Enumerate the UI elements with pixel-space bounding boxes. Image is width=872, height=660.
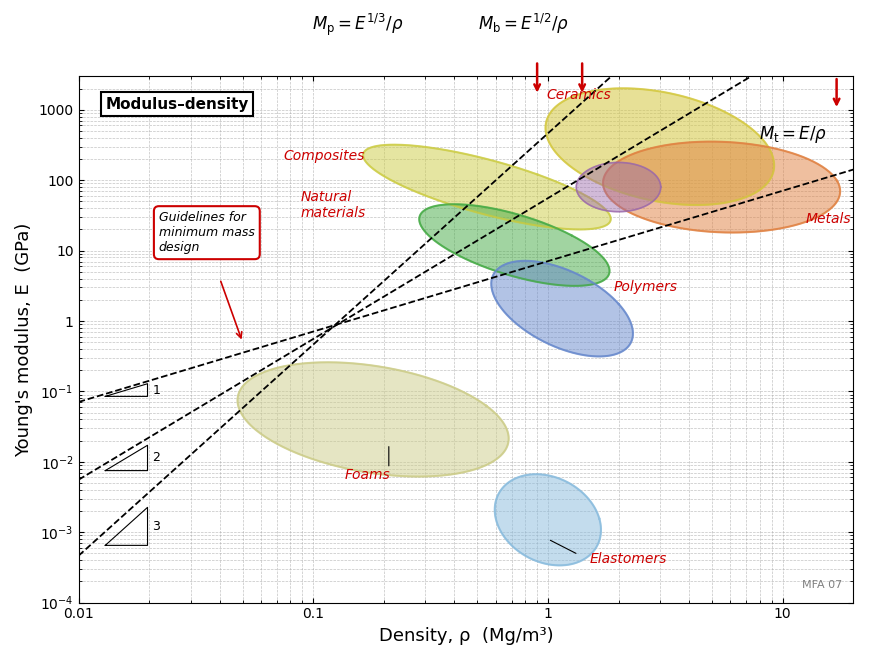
Text: $M_\mathrm{b} = E^{1/2}/\rho$: $M_\mathrm{b} = E^{1/2}/\rho$ xyxy=(478,12,569,36)
Polygon shape xyxy=(494,474,601,566)
Polygon shape xyxy=(491,261,633,356)
Text: Foams: Foams xyxy=(344,468,390,482)
Text: Polymers: Polymers xyxy=(613,280,678,294)
Text: Metals: Metals xyxy=(805,212,851,226)
Text: Ceramics: Ceramics xyxy=(546,88,610,102)
Text: $M_\mathrm{p} = E^{1/3}/\rho$: $M_\mathrm{p} = E^{1/3}/\rho$ xyxy=(311,11,404,38)
Text: Composites: Composites xyxy=(284,149,365,163)
Polygon shape xyxy=(237,362,508,477)
X-axis label: Density, ρ  (Mg/m³): Density, ρ (Mg/m³) xyxy=(378,627,553,645)
Polygon shape xyxy=(603,142,840,232)
Polygon shape xyxy=(546,88,774,205)
Y-axis label: Young's modulus, E  (GPa): Young's modulus, E (GPa) xyxy=(15,222,33,457)
Text: $M_\mathrm{t} = E/\rho$: $M_\mathrm{t} = E/\rho$ xyxy=(760,123,828,145)
Text: 2: 2 xyxy=(153,451,160,465)
Text: 1: 1 xyxy=(153,383,160,397)
Text: Guidelines for
minimum mass
design: Guidelines for minimum mass design xyxy=(159,211,255,254)
Text: Elastomers: Elastomers xyxy=(589,552,666,566)
Polygon shape xyxy=(363,145,610,230)
Text: Modulus–density: Modulus–density xyxy=(106,97,249,112)
Polygon shape xyxy=(419,204,610,286)
Text: MFA 07: MFA 07 xyxy=(802,580,842,590)
Text: 3: 3 xyxy=(153,520,160,533)
Polygon shape xyxy=(576,162,661,212)
Text: Natural
materials: Natural materials xyxy=(300,189,365,220)
